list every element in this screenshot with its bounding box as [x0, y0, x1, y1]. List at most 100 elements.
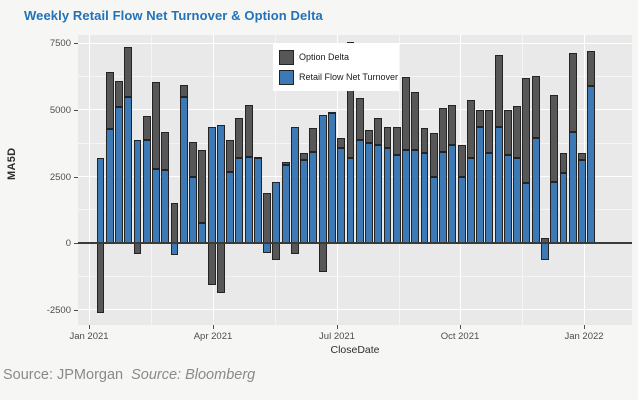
- bar-retail-flow: [189, 176, 197, 244]
- bar-option-delta: [439, 108, 447, 152]
- bar-retail-flow: [457, 176, 466, 244]
- bar-retail-flow: [142, 139, 151, 244]
- bar-option-delta: [559, 153, 568, 174]
- legend-item-option-delta: Option Delta: [279, 47, 393, 67]
- bar-option-delta: [272, 243, 281, 260]
- y-tick-mark: [74, 309, 78, 311]
- bar-retail-flow: [105, 129, 114, 244]
- bar-option-delta: [133, 243, 142, 254]
- bar-option-delta: [383, 126, 392, 149]
- y-tick-label: 2500: [49, 171, 71, 183]
- gridline-h: [78, 109, 632, 111]
- x-tick-mark: [337, 325, 338, 329]
- bar-option-delta: [494, 55, 503, 127]
- bar-retail-flow: [540, 243, 549, 260]
- bar-retail-flow: [179, 96, 188, 244]
- bar-option-delta: [466, 99, 475, 159]
- bar-option-delta: [115, 80, 123, 108]
- bar-option-delta: [290, 243, 299, 254]
- bar-option-delta: [124, 46, 133, 97]
- bar-retail-flow: [152, 169, 160, 244]
- bar-option-delta: [170, 202, 179, 244]
- gridline-h-minor: [78, 276, 632, 278]
- retail-flow-swatch-icon: [279, 69, 294, 85]
- gridline-v: [89, 35, 90, 325]
- gridline-v-minor: [151, 35, 152, 325]
- legend-label-option-delta: Option Delta: [299, 52, 350, 62]
- gridline-h: [78, 309, 632, 311]
- bar-option-delta: [429, 133, 438, 177]
- bar-option-delta: [578, 153, 586, 160]
- bar-retail-flow: [578, 159, 586, 244]
- bar-option-delta: [235, 118, 244, 159]
- bar-option-delta: [420, 128, 429, 154]
- legend-label-retail-flow: Retail Flow Net Turnover: [299, 72, 399, 82]
- bar-retail-flow: [568, 131, 577, 244]
- x-tick-label: Jan 2022: [564, 331, 604, 342]
- bar-option-delta: [476, 109, 485, 127]
- bar-retail-flow: [420, 153, 429, 244]
- bar-retail-flow: [402, 149, 410, 244]
- bar-retail-flow: [281, 164, 290, 244]
- bar-retail-flow: [216, 124, 225, 244]
- bar-option-delta: [550, 95, 559, 182]
- bar-option-delta: [244, 104, 253, 157]
- x-tick-label: Jul 2021: [319, 331, 355, 342]
- y-tick-mark: [74, 109, 78, 111]
- bar-option-delta: [198, 149, 207, 224]
- x-tick-mark: [460, 325, 461, 329]
- y-axis-title: MA5D: [6, 147, 18, 180]
- bar-retail-flow: [226, 171, 235, 244]
- bar-option-delta: [411, 91, 420, 150]
- bar-option-delta: [105, 71, 114, 130]
- legend: Option Delta Retail Flow Net Turnover: [273, 43, 399, 91]
- bar-option-delta: [503, 109, 512, 156]
- bar-option-delta: [485, 109, 494, 154]
- bar-option-delta: [142, 115, 151, 140]
- bar-retail-flow: [550, 181, 559, 244]
- bar-option-delta: [531, 75, 540, 139]
- bar-option-delta: [568, 52, 577, 132]
- source-jpmorgan: Source: JPMorgan: [3, 367, 124, 383]
- bar-retail-flow: [503, 155, 512, 244]
- x-tick-label: Jan 2021: [69, 331, 109, 342]
- bar-option-delta: [346, 41, 355, 159]
- bar-option-delta: [309, 128, 318, 152]
- bar-retail-flow: [365, 143, 373, 244]
- gridline-h-minor: [78, 142, 632, 144]
- bar-option-delta: [161, 131, 170, 170]
- bar-retail-flow: [272, 181, 281, 244]
- bar-retail-flow: [559, 173, 568, 244]
- legend-item-retail-flow: Retail Flow Net Turnover: [279, 67, 398, 87]
- gridline-h-minor: [78, 209, 632, 211]
- bar-option-delta: [281, 162, 290, 165]
- bar-option-delta: [96, 243, 105, 314]
- bar-option-delta: [328, 111, 336, 114]
- bar-retail-flow: [337, 148, 346, 244]
- bar-retail-flow: [198, 223, 207, 244]
- bar-option-delta: [587, 51, 596, 87]
- bar-retail-flow: [253, 158, 262, 244]
- bar-retail-flow: [309, 151, 318, 244]
- option-delta-swatch-icon: [279, 49, 294, 65]
- bar-option-delta: [226, 139, 235, 172]
- gridline-h: [78, 176, 632, 178]
- y-tick-label: -2500: [46, 304, 71, 316]
- bar-option-delta: [152, 81, 160, 170]
- bar-retail-flow: [429, 176, 438, 244]
- y-tick-mark: [74, 176, 78, 178]
- bar-retail-flow: [476, 126, 485, 244]
- bar-retail-flow: [318, 115, 327, 244]
- y-tick-mark: [74, 243, 78, 245]
- bar-retail-flow: [115, 107, 123, 244]
- bar-retail-flow: [207, 126, 216, 244]
- bar-option-delta: [300, 153, 309, 160]
- bar-option-delta: [513, 105, 522, 159]
- x-tick-mark: [584, 325, 585, 329]
- bar-retail-flow: [133, 139, 142, 244]
- bar-retail-flow: [300, 159, 309, 244]
- x-tick-label: Oct 2021: [440, 331, 480, 342]
- bar-retail-flow: [161, 169, 170, 244]
- bar-retail-flow: [383, 148, 392, 244]
